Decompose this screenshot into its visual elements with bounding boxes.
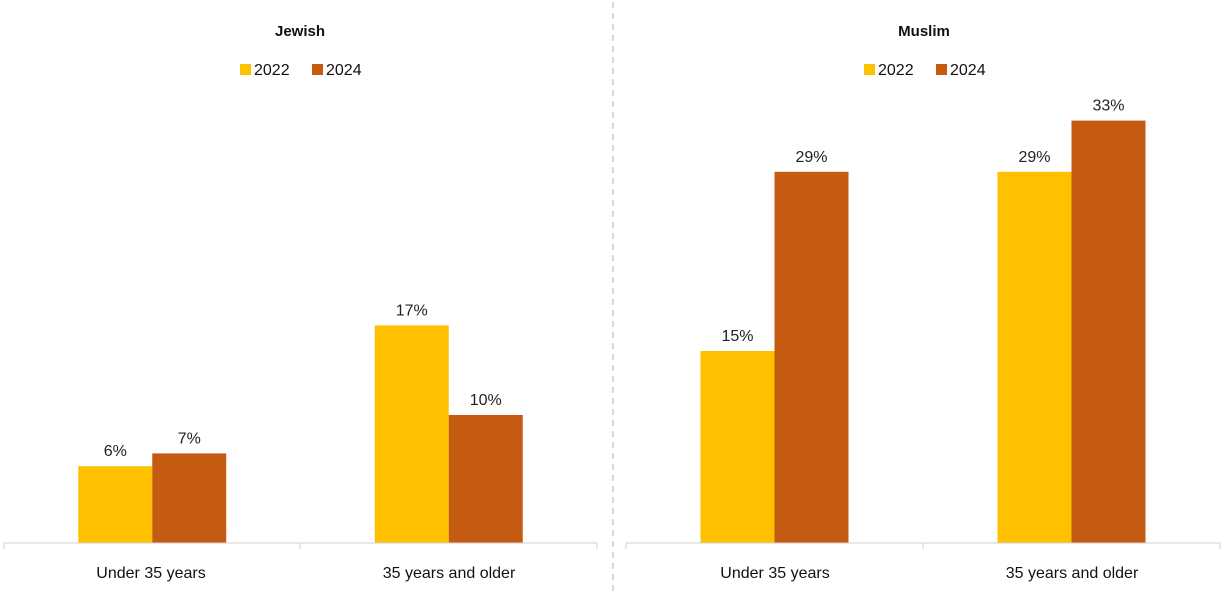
muslim-x-tick-label: 35 years and older <box>1006 565 1139 582</box>
jewish-panel: Jewish 2022 2024 6% 7% 17% 10% Under 35 yea… <box>3 23 598 582</box>
legend-swatch-2022 <box>864 64 875 75</box>
jewish-legend: 2022 2024 <box>240 62 362 79</box>
jewish-data-labels: 6% 7% 17% 10% <box>104 302 502 460</box>
legend-swatch-2024 <box>936 64 947 75</box>
muslim-bar-2024-under-35 <box>774 171 849 544</box>
muslim-chart-title: Muslim <box>898 23 950 40</box>
jewish-x-tick-label: 35 years and older <box>383 565 516 582</box>
muslim-x-tick-label: Under 35 years <box>720 565 829 582</box>
muslim-data-label: 15% <box>721 328 753 345</box>
jewish-bar-2022-35-and-older <box>374 325 449 543</box>
legend-swatch-2024 <box>312 64 323 75</box>
muslim-data-label: 33% <box>1092 98 1124 115</box>
muslim-bar-2024-35-and-older <box>1071 120 1146 543</box>
muslim-data-label: 29% <box>1018 149 1050 166</box>
muslim-legend: 2022 2024 <box>864 62 986 79</box>
muslim-data-labels: 15% 29% 29% 33% <box>721 98 1124 345</box>
jewish-x-tick-label: Under 35 years <box>96 565 205 582</box>
jewish-data-label: 7% <box>178 430 201 447</box>
jewish-bar-2022-under-35 <box>78 466 153 543</box>
muslim-data-label: 29% <box>795 149 827 166</box>
muslim-bar-2022-35-and-older <box>997 171 1072 544</box>
legend-swatch-2022 <box>240 64 251 75</box>
jewish-bars <box>78 325 523 543</box>
legend-label-2022: 2022 <box>878 62 914 79</box>
jewish-bar-2024-35-and-older <box>448 415 523 543</box>
jewish-bar-2024-under-35 <box>152 453 227 543</box>
jewish-data-label: 6% <box>104 443 127 460</box>
muslim-bar-2022-under-35 <box>700 351 775 543</box>
legend-label-2022: 2022 <box>254 62 290 79</box>
legend-label-2024: 2024 <box>950 62 986 79</box>
jewish-data-label: 17% <box>396 302 428 319</box>
legend-label-2024: 2024 <box>326 62 362 79</box>
muslim-panel: Muslim 2022 2024 15% 29% 29% 33% Under 35 y… <box>625 23 1221 582</box>
jewish-chart-title: Jewish <box>275 23 325 40</box>
muslim-bars <box>700 120 1146 544</box>
jewish-data-label: 10% <box>470 392 502 409</box>
